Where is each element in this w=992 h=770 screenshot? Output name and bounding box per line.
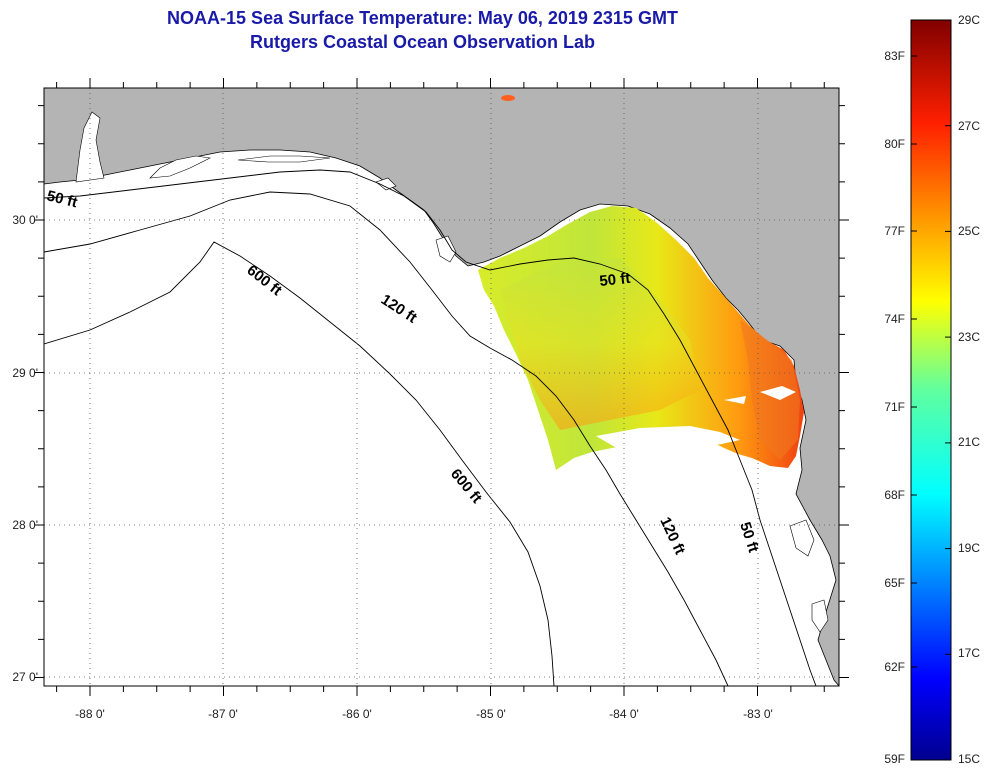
lon-label-83: -83 0' — [743, 707, 773, 721]
colorbar-c-29: 29C — [958, 13, 980, 27]
colorbar-c-17: 17C — [958, 646, 980, 660]
cloud-gap — [596, 426, 740, 450]
st-andrew-bay — [375, 177, 397, 191]
colorbar-c-25: 25C — [958, 224, 980, 238]
map-title: NOAA-15 Sea Surface Temperature: May 06,… — [167, 8, 678, 28]
lat-label-28: 28 0' — [12, 518, 38, 532]
colorbar-f-80: 80F — [884, 137, 905, 151]
land-mass — [44, 88, 839, 686]
lon-label-87: -87 0' — [208, 707, 238, 721]
mobile-bay — [75, 111, 105, 183]
colorbar-c-21: 21C — [958, 435, 980, 449]
colorbar-f-83: 83F — [884, 49, 905, 63]
colorbar-c-23: 23C — [958, 330, 980, 344]
cloud-gap-3 — [724, 396, 746, 404]
colorbar-f-65: 65F — [884, 576, 905, 590]
lat-label-29: 29 0' — [12, 366, 38, 380]
colorbar-c-27: 27C — [958, 119, 980, 133]
map-subtitle: Rutgers Coastal Ocean Observation Lab — [249, 32, 596, 52]
tampa-bay — [789, 519, 815, 557]
colorbar-f-74: 74F — [884, 312, 905, 326]
lat-label-30: 30 0' — [12, 213, 38, 227]
contour-50ft-west — [44, 169, 817, 686]
contour-120ft — [44, 191, 729, 686]
cloud-gap-2 — [760, 386, 796, 400]
colorbar-f-62: 62F — [884, 660, 905, 674]
colorbar-c-19: 19C — [958, 541, 980, 555]
colorbar-f-68: 68F — [884, 488, 905, 502]
sst-swath-shading — [500, 258, 700, 430]
lon-label-88: -88 0' — [75, 707, 105, 721]
charlotte-harbor — [811, 599, 829, 633]
lon-label-86: -86 0' — [342, 707, 372, 721]
contour-label-50ft-bigbend: 50 ft — [599, 270, 631, 290]
sst-inland-spot — [501, 95, 515, 101]
axis-ticks — [34, 78, 849, 696]
lon-label-84: -84 0' — [609, 707, 639, 721]
apalachicola-bay — [435, 235, 457, 263]
map-border — [43, 87, 840, 687]
colorbar-f-59: 59F — [884, 752, 905, 766]
choctawhatchee-bay — [237, 155, 331, 163]
colorbar-f-71: 71F — [884, 400, 905, 414]
pensacola-bay — [149, 155, 211, 179]
colorbar-c-15: 15C — [958, 752, 980, 766]
colorbar — [910, 19, 952, 761]
lon-label-85: -85 0' — [476, 707, 506, 721]
colorbar-f-77: 77F — [884, 224, 905, 238]
contour-600ft — [44, 241, 555, 686]
contour-label-50ft-west: 50 ft — [45, 187, 79, 211]
lat-label-27: 27 0' — [12, 670, 38, 684]
colorbar-ticks — [911, 19, 951, 761]
